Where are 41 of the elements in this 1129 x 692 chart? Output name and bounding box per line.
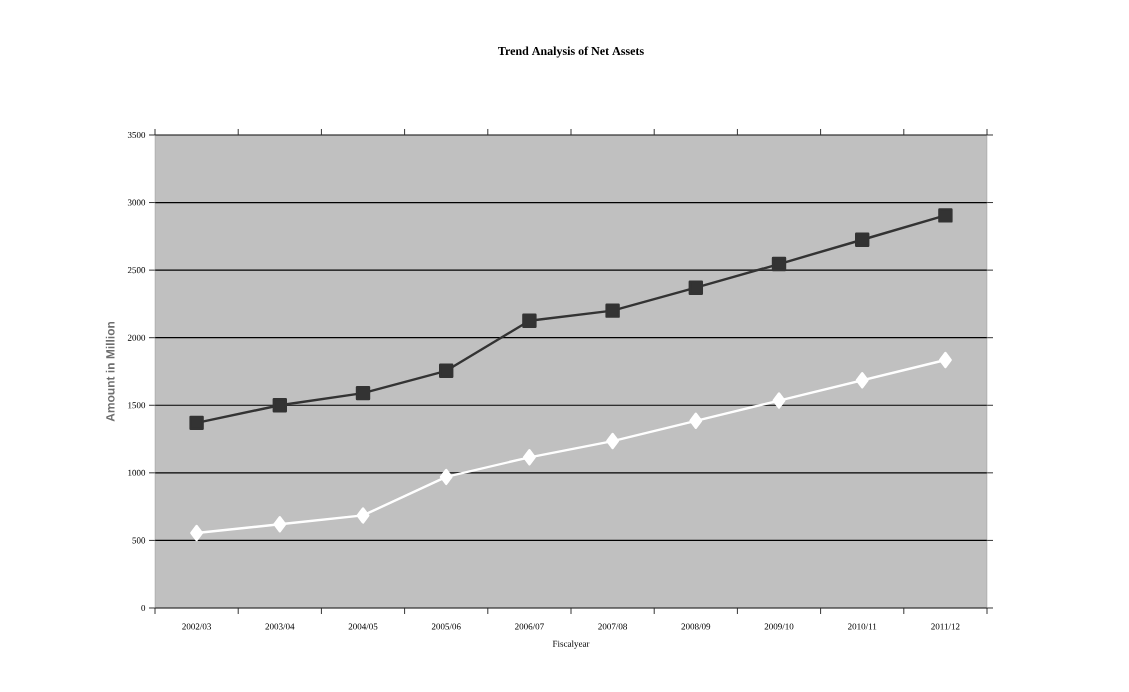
point [356,507,370,524]
point [273,516,287,533]
point [190,524,204,542]
y-tick-label: 2500 [127,267,146,274]
point [189,415,204,431]
point [606,432,620,450]
x-tick-label: 2004/05 [348,623,378,630]
y-tick-label: 3500 [127,131,146,139]
point [355,385,371,401]
point [272,398,288,413]
x-tick-label: 2003/04 [265,623,295,630]
x-tick-label: 2006/07 [515,623,544,630]
point [689,412,703,430]
x-tick-label: 2010/11 [848,623,877,630]
point [771,256,787,272]
x-tick-label: 2007/08 [598,623,628,630]
x-tick-label: 2005/06 [431,623,461,630]
point [855,372,869,389]
y-axis-title: Amount in Million [105,321,115,422]
y-tick-label: 3000 [127,199,146,206]
point [522,313,537,329]
y-tick-label: 1500 [128,402,146,409]
x-tick-label: 2002/03 [182,623,212,630]
point [938,208,953,223]
point [772,392,786,409]
point [522,449,536,466]
y-tick-label: 0 [141,604,146,612]
point [855,232,870,247]
x-tick-label: 2009/10 [764,623,794,630]
x-tick-label: 2008/09 [681,623,711,630]
y-tick-label: 2000 [127,334,146,341]
point [938,351,952,369]
x-tick-label: 2011/12 [931,623,960,630]
x-axis-title: Fiscalyear [552,640,590,649]
point [605,303,620,318]
point [688,280,704,295]
point [439,363,454,379]
y-tick-label: 500 [132,537,146,544]
point [439,468,453,486]
chart-title: Trend Analysis of Net Assets [498,46,644,58]
y-tick-label: 1000 [128,469,146,476]
